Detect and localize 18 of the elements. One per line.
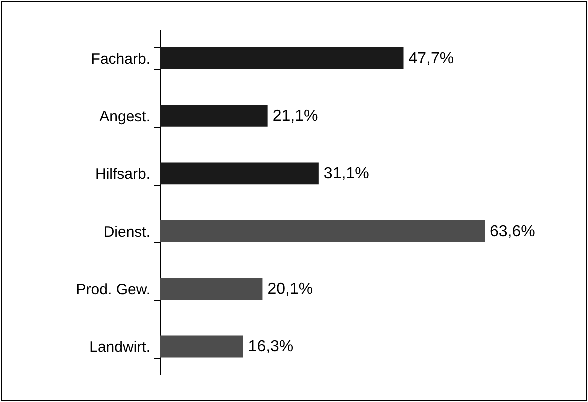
y-tick-label: Hilfsarb. xyxy=(95,166,150,184)
data-label: 21,1% xyxy=(272,108,318,125)
bar xyxy=(160,105,268,127)
data-label: 63,6% xyxy=(490,223,536,240)
y-tick-label: Landwirt. xyxy=(90,339,150,356)
data-label: 16,3% xyxy=(248,338,294,356)
bar xyxy=(160,47,404,70)
bar xyxy=(160,336,244,358)
y-tick-label: Dienst. xyxy=(104,224,150,241)
y-tick-label: Prod. Gew. xyxy=(76,282,150,299)
bar xyxy=(160,220,485,242)
bar xyxy=(160,162,319,185)
y-tick-label: Facharb. xyxy=(91,50,150,68)
data-label: 47,7% xyxy=(408,50,454,68)
bar xyxy=(160,278,263,300)
data-label: 31,1% xyxy=(324,166,370,183)
data-label: 20,1% xyxy=(268,281,314,298)
y-tick-label: Angest. xyxy=(100,108,150,126)
